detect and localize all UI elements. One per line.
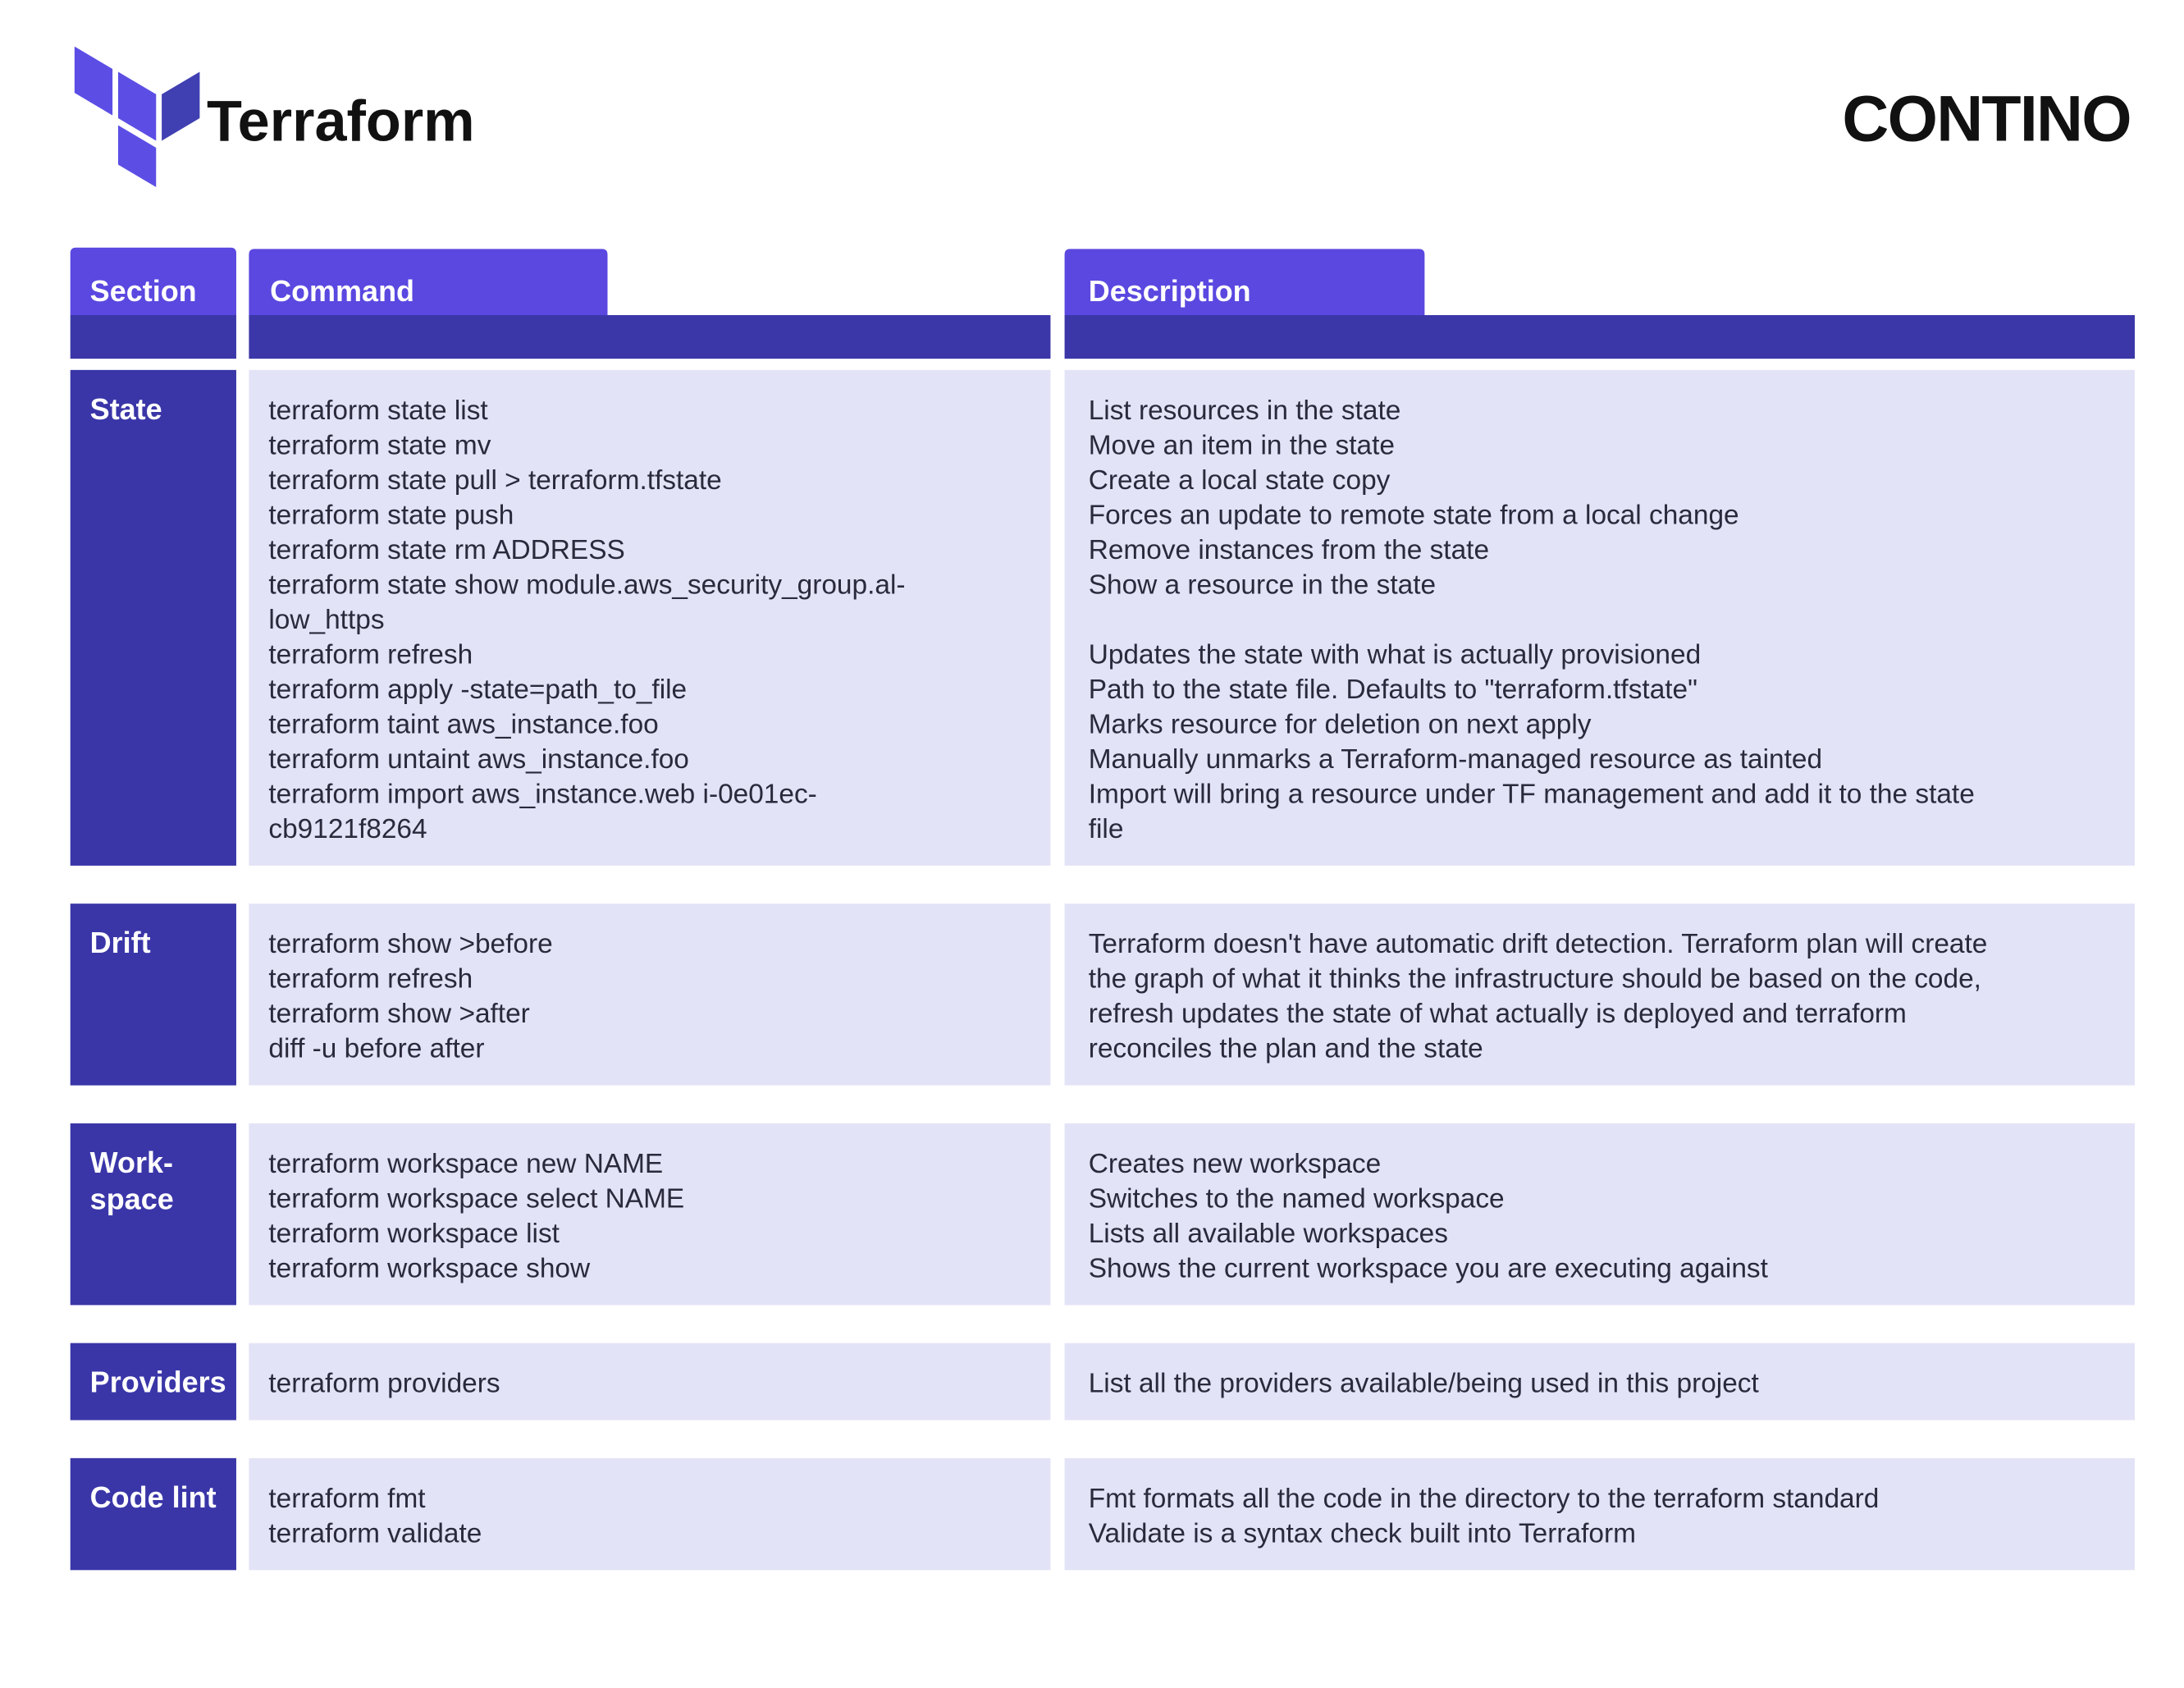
command-line: terraform refresh [268,964,473,995]
section-cell [70,1123,236,1306]
command-line: terraform workspace show [268,1253,591,1283]
command-cell [249,369,1051,866]
section-cell [70,1457,236,1571]
logo-text: Terraform [207,88,475,153]
command-line: low_https [268,605,384,635]
description-line: Import will bring a resource under TF ma… [1089,779,1975,809]
description-cell [1064,1343,2136,1420]
description-line: Create a local state copy [1089,465,1391,496]
description-line: Move an item in the state [1089,430,1395,460]
section-label: space [90,1182,174,1215]
description-cell [1064,1457,2136,1571]
command-line: terraform apply -state=path_to_file [268,675,687,705]
description-line: Marks resource for deletion on next appl… [1089,709,1592,739]
description-line: Forces an update to remote state from a … [1089,500,1739,530]
description-line: List all the providers available/being u… [1089,1369,1760,1399]
description-cell [1064,1123,2136,1306]
description-line: Show a resource in the state [1089,570,1436,600]
command-line: terraform import aws_instance.web i-0e01… [268,779,816,809]
column-header: Command [270,274,414,308]
command-line: terraform fmt [268,1484,426,1514]
command-line: terraform taint aws_instance.foo [268,709,658,739]
command-cell [249,1343,1051,1420]
description-line: Manually unmarks a Terraform-managed res… [1089,744,1822,775]
description-line: Creates new workspace [1089,1149,1382,1179]
command-line: terraform workspace select NAME [268,1183,684,1214]
description-line: Terraform doesn't have automatic drift d… [1089,929,1988,959]
description-line: Fmt formats all the code in the director… [1089,1484,1880,1514]
command-line: terraform state push [268,500,514,530]
section-cell [70,369,236,866]
command-line: terraform untaint aws_instance.foo [268,744,688,775]
description-line: Updates the state with what is actually … [1089,639,1701,670]
column-header: Description [1089,274,1251,308]
description-line: Switches to the named workspace [1089,1183,1505,1214]
command-line: cb9121f8264 [268,814,427,844]
section-label: Providers [90,1365,226,1399]
command-line: terraform validate [268,1518,482,1548]
description-line: reconciles the plan and the state [1089,1034,1483,1064]
command-cell [249,1457,1051,1571]
command-cell [249,903,1051,1086]
column-header: Section [90,274,197,308]
section-label: State [90,392,162,426]
command-line: terraform state rm ADDRESS [268,535,624,565]
description-cell [1064,369,2136,866]
description-line: file [1089,814,1124,844]
description-cell [1064,903,2136,1086]
command-cell [249,1123,1051,1306]
command-line: terraform show >before [268,929,552,959]
command-line: terraform workspace list [268,1219,560,1249]
header-row: Section Command Description [70,247,2136,359]
description-line: Remove instances from the state [1089,535,1489,565]
command-line: terraform state pull > terraform.tfstate [268,465,721,496]
description-line: List resources in the state [1089,396,1401,426]
command-line: terraform providers [268,1369,500,1399]
command-line: terraform state mv [268,430,491,460]
section-cell [70,1343,236,1420]
description-line: the graph of what it thinks the infrastr… [1089,964,1981,995]
command-line: terraform state show module.aws_security… [268,570,905,600]
description-line: Validate is a syntax check built into Te… [1089,1518,1636,1548]
section-label: Code lint [90,1480,217,1514]
section-label: Drift [90,926,151,959]
description-line: Lists all available workspaces [1089,1219,1448,1249]
description-line: refresh updates the state of what actual… [1089,999,1907,1029]
command-line: diff -u before after [268,1034,484,1064]
section-cell [70,903,236,1086]
command-line: terraform state list [268,396,488,426]
brand: CONTINO [1842,82,2130,154]
command-line: terraform show >after [268,999,529,1029]
command-line: terraform workspace new NAME [268,1149,663,1179]
command-line: terraform refresh [268,639,473,670]
section-label: Work- [90,1146,173,1179]
terraform-logo-mark [74,46,200,188]
description-line: Path to the state file. Defaults to "ter… [1089,675,1697,705]
description-line: Shows the current workspace you are exec… [1089,1253,1769,1283]
